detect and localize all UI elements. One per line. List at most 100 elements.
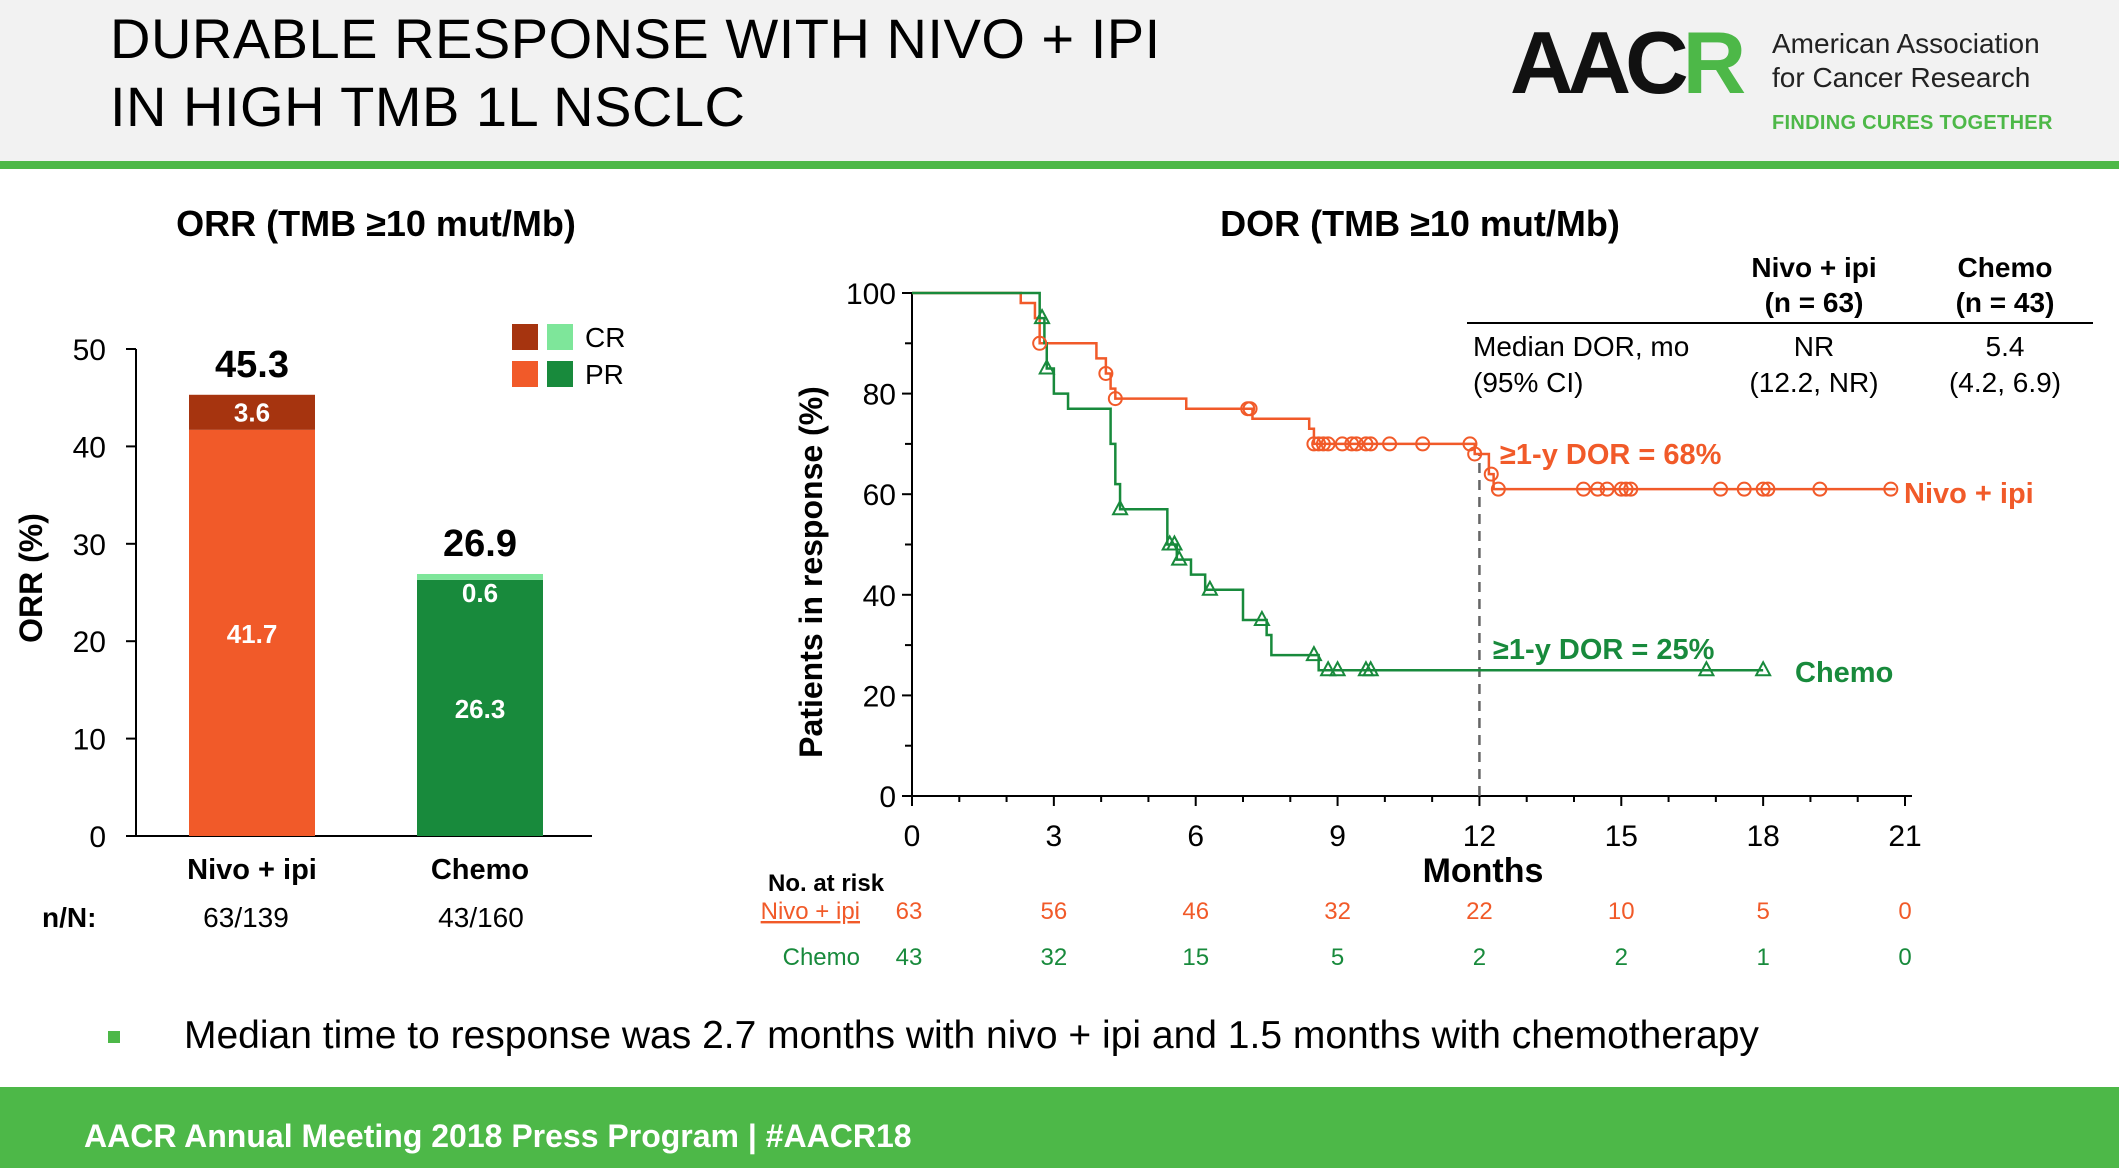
- risk-value-chemo: 1: [1756, 944, 1769, 971]
- slide-title-line-1: DURABLE RESPONSE WITH NIVO + IPI: [110, 7, 1161, 70]
- risk-value-nivo: 46: [1182, 898, 1209, 925]
- orr-y-axis-label: ORR (%): [13, 513, 49, 643]
- dor-x-tick-label: 0: [904, 820, 921, 853]
- dor-x-tick-label: 9: [1329, 820, 1346, 853]
- nivo-censor-mark: [1599, 481, 1615, 497]
- bar-cr-label: 3.6: [234, 397, 270, 427]
- orr-y-tick-label: 50: [73, 334, 106, 367]
- dor-y-tick-label: 0: [879, 781, 896, 814]
- orr-nn-label: n/N:: [42, 902, 96, 933]
- legend-label-cr: CR: [585, 322, 625, 353]
- median-dor-table: Nivo + ipi (n = 63) Chemo (n = 43) Media…: [1467, 252, 2093, 398]
- chemo-censor-mark: [1111, 499, 1129, 516]
- bar-total-label: 26.9: [443, 523, 517, 565]
- orr-y-tick-label: 40: [73, 431, 106, 464]
- chemo-censor-mark: [1319, 660, 1337, 677]
- table-nivo-ci: (12.2, NR): [1749, 367, 1878, 398]
- dor-x-tick-label: 18: [1746, 820, 1779, 853]
- nivo-censor-mark: [1812, 481, 1828, 497]
- header-rule: [0, 161, 2119, 169]
- risk-value-chemo: 0: [1898, 944, 1911, 971]
- dor-y-tick-label: 40: [863, 580, 896, 613]
- nivo-censor-mark: [1623, 481, 1639, 497]
- orr-y-tick-label: 20: [73, 626, 106, 659]
- nivo-censor-mark: [1306, 436, 1322, 452]
- nivo-censor-mark: [1315, 436, 1331, 452]
- nivo-censor-mark: [1713, 481, 1729, 497]
- header-band: [0, 0, 2119, 161]
- chemo-censor-mark: [1754, 660, 1772, 677]
- dor-chart-title: DOR (TMB ≥10 mut/Mb): [1220, 203, 1620, 244]
- bar-cr-label: 0.6: [462, 578, 498, 608]
- aacr-logo: AACR: [1510, 18, 1746, 108]
- legend-swatch-nivo-cr: [512, 324, 538, 350]
- dor-x-tick-label: 6: [1187, 820, 1204, 853]
- table-header-nivo: Nivo + ipi: [1751, 252, 1876, 283]
- nivo-censor-mark: [1311, 436, 1327, 452]
- table-chemo-median: 5.4: [1986, 331, 2025, 362]
- chemo-censor-mark: [1328, 660, 1347, 677]
- table-header-nivo-n: (n = 63): [1765, 287, 1864, 318]
- nivo-censor-mark: [1575, 481, 1591, 497]
- risk-value-nivo: 10: [1608, 898, 1635, 925]
- nivo-censor-mark: [1098, 365, 1114, 381]
- nivo-censor-mark: [1348, 436, 1364, 452]
- nivo-series-label: Nivo + ipi: [1904, 478, 2034, 510]
- risk-value-nivo: 56: [1041, 898, 1068, 925]
- footer-band: [0, 1087, 2119, 1168]
- nivo-censor-mark: [1320, 436, 1336, 452]
- risk-value-chemo: 2: [1473, 944, 1486, 971]
- table-row-label-1: Median DOR, mo: [1473, 331, 1689, 362]
- nivo-censor-mark: [1467, 446, 1483, 462]
- logo-org-line-2: for Cancer Research: [1772, 62, 2031, 93]
- bar-pr-label: 41.7: [227, 619, 278, 649]
- legend-swatch-chemo-cr: [547, 324, 573, 350]
- bar-cr-segment: [417, 573, 543, 580]
- risk-value-nivo: 5: [1756, 898, 1769, 925]
- nivo-censor-mark: [1415, 436, 1431, 452]
- dor-y-ticks: 0 20 40 60 80 100: [846, 278, 912, 814]
- dor-y-axis-label: Patients in response (%): [793, 386, 829, 758]
- dor-x-tick-label: 3: [1046, 820, 1063, 853]
- nivo-censor-mark: [1883, 481, 1899, 497]
- risk-value-nivo: 32: [1324, 898, 1351, 925]
- nivo-censor-mark: [1107, 391, 1123, 407]
- risk-value-chemo: 5: [1331, 944, 1344, 971]
- dor-y-tick-label: 60: [863, 479, 896, 512]
- chemo-censor-mark: [1201, 579, 1219, 596]
- table-chemo-ci: (4.2, 6.9): [1949, 367, 2061, 398]
- risk-value-nivo: 22: [1466, 898, 1493, 925]
- orr-bars: 41.7 3.6 45.3 Nivo + ipi 26.3 0.6 26.9 Chemo: [187, 344, 543, 886]
- logo-org-line-1: American Association: [1772, 28, 2040, 59]
- legend-swatch-nivo-pr: [512, 361, 538, 387]
- bar-pr-segment: [417, 579, 543, 836]
- dor-x-tick-label: 15: [1605, 820, 1638, 853]
- table-nivo-median: NR: [1794, 331, 1834, 362]
- dor-y-tick-label: 80: [863, 379, 896, 412]
- risk-value-nivo: 63: [896, 898, 923, 925]
- bar-pr-label: 26.3: [455, 694, 506, 724]
- table-header-chemo-n: (n = 43): [1956, 287, 2055, 318]
- nivo-censor-mark: [1483, 466, 1499, 482]
- risk-values: 63 56 46 32 22 10 5 043 32 15 5 2 2 1 0: [896, 898, 1912, 971]
- orr-y-tick-label: 30: [73, 529, 106, 562]
- aacr-logo-r: R: [1682, 13, 1747, 112]
- nivo-censor-mark: [1032, 335, 1048, 351]
- dor-censor-marks: [1032, 308, 1899, 677]
- nivo-censor-mark: [1334, 436, 1350, 452]
- bar-cr-segment: [189, 394, 315, 430]
- dor-x-tick-label: 21: [1888, 820, 1921, 853]
- chemo-one-year-annotation: ≥1-y DOR = 25%: [1493, 634, 1715, 666]
- risk-table-title: No. at risk: [768, 870, 885, 897]
- footer-text: AACR Annual Meeting 2018 Press Program |…: [84, 1118, 912, 1154]
- bar-pr-segment: [189, 429, 315, 836]
- orr-category-label: Nivo + ipi: [187, 854, 317, 886]
- dor-curves: [912, 291, 1896, 672]
- dor-chart: DOR (TMB ≥10 mut/Mb) Patients in respons…: [761, 203, 2093, 971]
- risk-value-chemo: 2: [1615, 944, 1628, 971]
- risk-value-chemo: 43: [896, 944, 923, 971]
- nivo-censor-mark: [1736, 481, 1752, 497]
- orr-chart: ORR (TMB ≥10 mut/Mb) ORR (%) 0 10 20 30 40 50…: [13, 203, 625, 933]
- risk-row-label-chemo: Chemo: [783, 944, 860, 971]
